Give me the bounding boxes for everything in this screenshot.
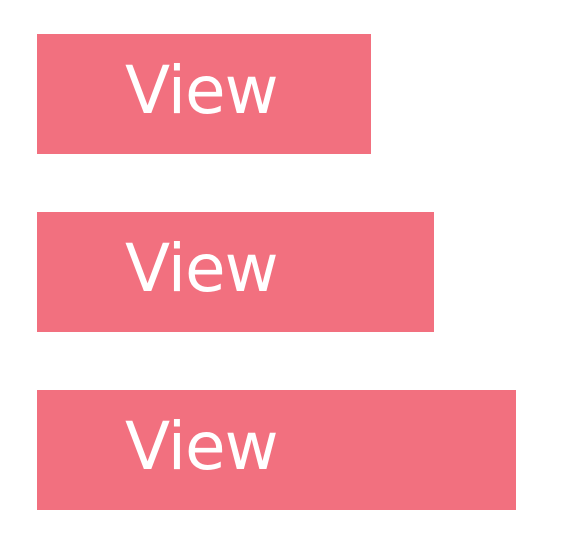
view-button-label: View <box>125 408 279 485</box>
view-button-label: View <box>125 230 279 307</box>
view-button-3[interactable]: View <box>37 390 516 510</box>
view-button-1[interactable]: View <box>37 34 371 154</box>
view-button-label: View <box>125 52 279 129</box>
view-button-2[interactable]: View <box>37 212 434 332</box>
